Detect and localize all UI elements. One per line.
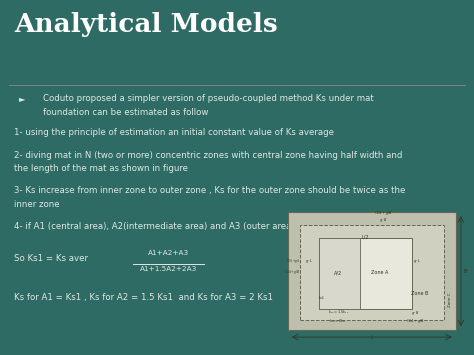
Text: $g \cdot L$: $g \cdot L$	[413, 257, 422, 265]
Text: $(1/4+g)B$: $(1/4+g)B$	[284, 268, 301, 276]
Text: ►: ►	[19, 94, 26, 103]
Text: Analytical Models: Analytical Models	[14, 12, 278, 37]
Text: $g \cdot B$: $g \cdot B$	[411, 309, 420, 317]
Bar	[288, 212, 456, 331]
Text: 4- if A1 (central area), A2(intermediate area) and A3 (outer area): 4- if A1 (central area), A2(intermediate…	[14, 222, 295, 231]
Text: A1+1.5A2+2A3: A1+1.5A2+2A3	[140, 266, 197, 272]
Text: Coduto proposed a simpler version of pseudo-coupled method Ks under mat: Coduto proposed a simpler version of pse…	[43, 94, 374, 103]
Text: foundation can be estimated as follow: foundation can be estimated as follow	[43, 108, 208, 117]
Text: inner zone: inner zone	[14, 200, 60, 209]
Text: 3- Ks increase from inner zone to outer zone , Ks for the outer zone should be t: 3- Ks increase from inner zone to outer …	[14, 186, 406, 195]
Text: $(1/4+g)L$: $(1/4+g)L$	[286, 257, 301, 265]
Text: $k_{s2}=1.5k_{s1}$: $k_{s2}=1.5k_{s1}$	[328, 309, 349, 316]
Text: $k_{s3}=2k_{s1}$: $k_{s3}=2k_{s1}$	[329, 317, 347, 325]
Text: A/2: A/2	[334, 271, 343, 276]
Text: Zone C: Zone C	[448, 292, 452, 306]
Text: Ks for A1 = Ks1 , Ks for A2 = 1.5 Ks1  and Ks for A3 = 2 Ks1: Ks for A1 = Ks1 , Ks for A2 = 1.5 Ks1 an…	[14, 293, 273, 302]
Bar	[300, 225, 444, 320]
Text: So Ks1 = Ks aver: So Ks1 = Ks aver	[14, 254, 88, 263]
Text: $g \cdot L$: $g \cdot L$	[305, 257, 314, 265]
Text: Zone A: Zone A	[371, 270, 389, 275]
Bar	[319, 238, 412, 308]
Text: Zone B: Zone B	[411, 290, 428, 296]
Bar	[319, 238, 360, 308]
Text: $g \cdot B$: $g \cdot B$	[379, 217, 388, 224]
Text: 2- diving mat in N (two or more) concentric zones with central zone having half : 2- diving mat in N (two or more) concent…	[14, 151, 402, 160]
Text: L/2: L/2	[362, 235, 369, 240]
Text: B: B	[464, 269, 467, 274]
Text: $(1/4+g)B$: $(1/4+g)B$	[374, 209, 393, 217]
Text: L: L	[370, 335, 373, 340]
Text: the length of the mat as shown in figure: the length of the mat as shown in figure	[14, 164, 188, 173]
Text: 1- using the principle of estimation an initial constant value of Ks average: 1- using the principle of estimation an …	[14, 128, 334, 137]
Text: A1+A2+A3: A1+A2+A3	[148, 250, 189, 256]
Text: $k_{s1}$: $k_{s1}$	[318, 294, 325, 302]
Text: $(1/4+g)B$: $(1/4+g)B$	[406, 317, 426, 325]
